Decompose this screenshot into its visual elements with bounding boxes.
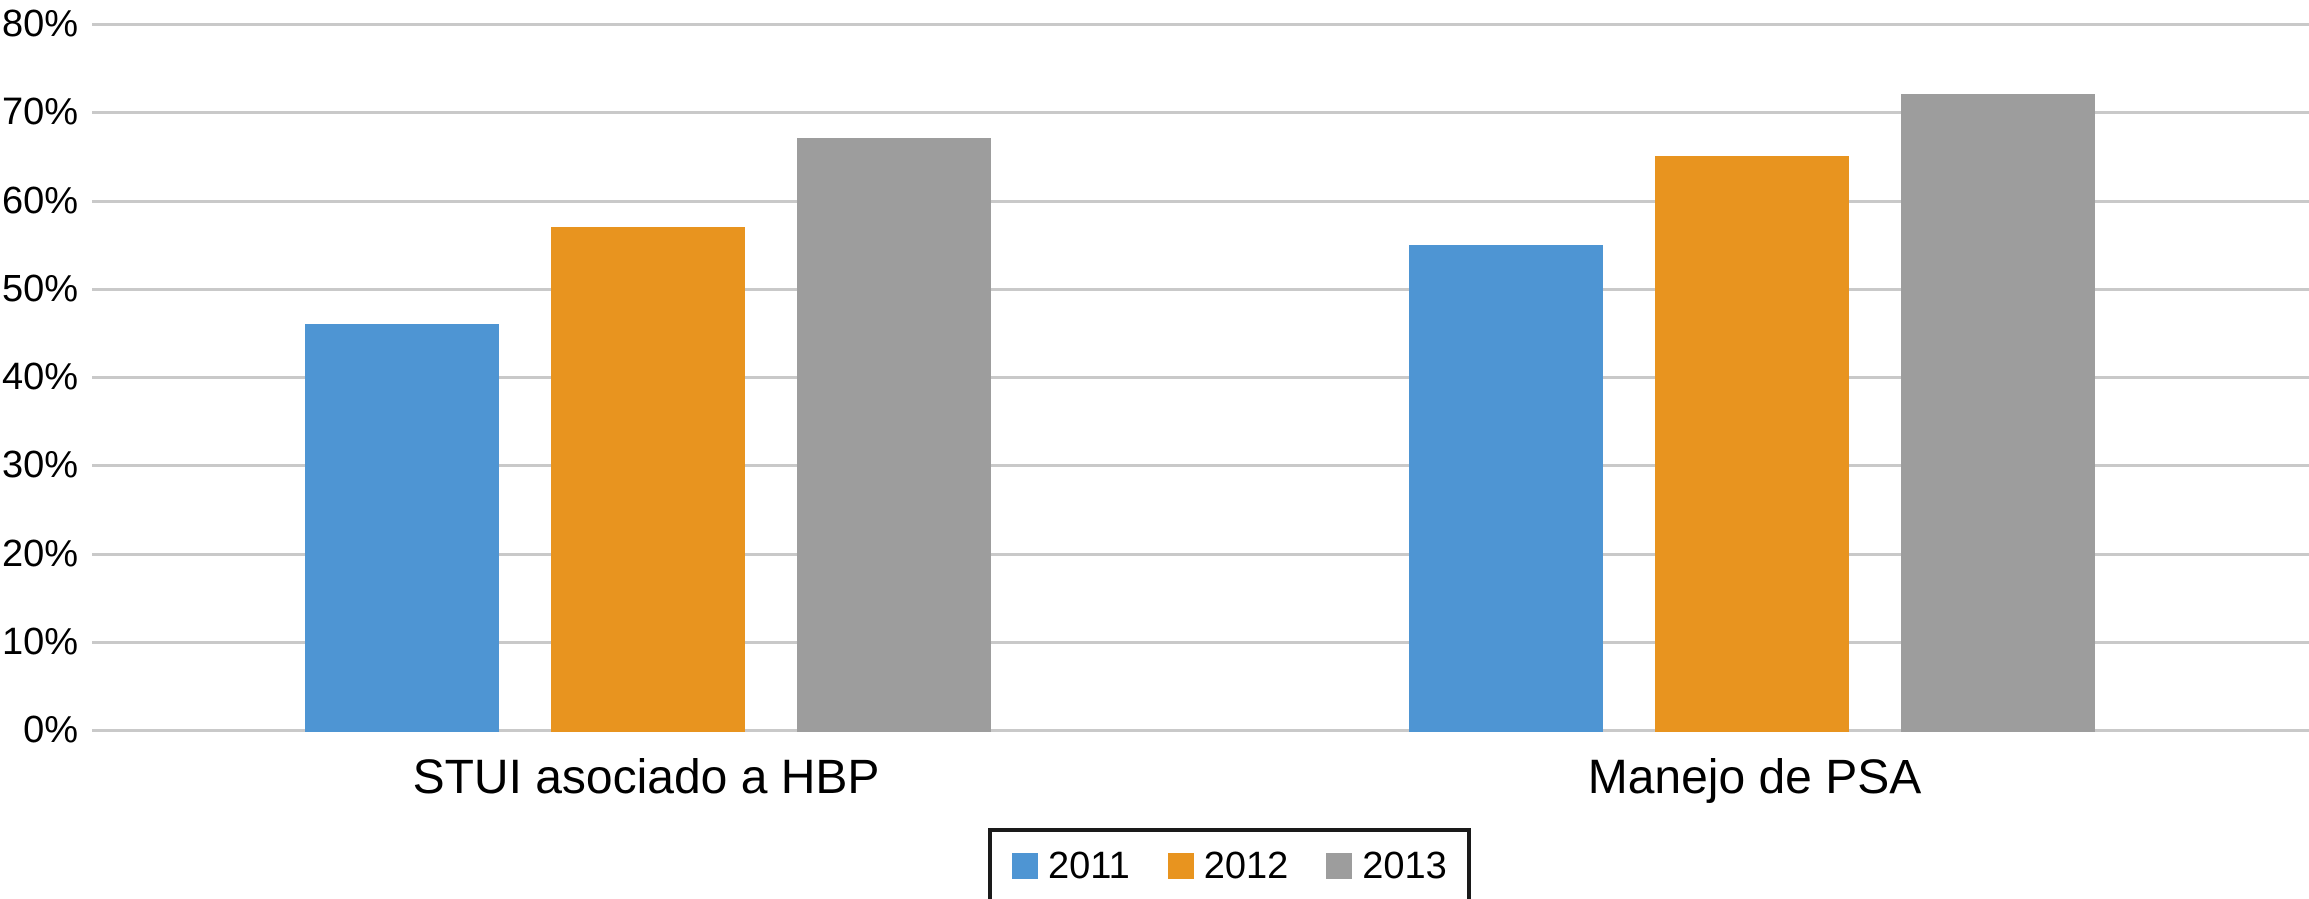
bar-2013-category-0 [797,138,991,732]
y-axis-tick-label: 10% [1,621,78,663]
legend-label: 2011 [1048,845,1130,887]
y-axis-tick-label: 0% [23,709,78,751]
legend-label: 2012 [1203,845,1289,887]
gridline-70 [92,111,2309,114]
legend-label: 2013 [1362,845,1447,887]
y-axis-tick-label: 30% [1,444,78,486]
y-axis-tick-label: 70% [1,91,78,133]
bar-2011-category-0 [305,324,499,732]
legend-item-2013: 2013 [1326,846,1447,886]
category-label-1: Manejo de PSA [1587,751,1922,804]
legend-color-swatch-2011 [1012,853,1038,879]
plot-area [92,23,2309,732]
gridline-0 [92,729,2309,732]
bar-2012-category-1 [1655,156,1849,732]
gridline-60 [92,200,2309,203]
y-axis-tick-label: 60% [1,180,78,222]
y-axis-tick-label: 50% [1,268,78,310]
y-axis-tick-label: 20% [1,533,78,575]
gridline-40 [92,376,2309,379]
gridline-20 [92,553,2309,556]
legend-color-swatch-2012 [1167,853,1194,879]
legend-item-2012: 2012 [1167,845,1289,887]
legend-color-swatch-2013 [1326,853,1353,879]
legend: 2011 2012 2013 [988,828,1471,899]
legend-item-2011: 2011 [1012,846,1130,886]
y-axis-tick-label: 80% [1,3,78,45]
bar-2012-category-0 [551,227,745,732]
gridline-30 [92,464,2309,467]
gridline-50 [92,288,2309,291]
bar-2013-category-1 [1901,94,2095,732]
bar-2011-category-1 [1409,245,1603,732]
y-axis-tick-label: 40% [1,356,78,398]
gridline-80 [92,23,2309,26]
gridline-10 [92,641,2309,644]
category-label-0: STUI asociado a HBP [412,751,880,804]
